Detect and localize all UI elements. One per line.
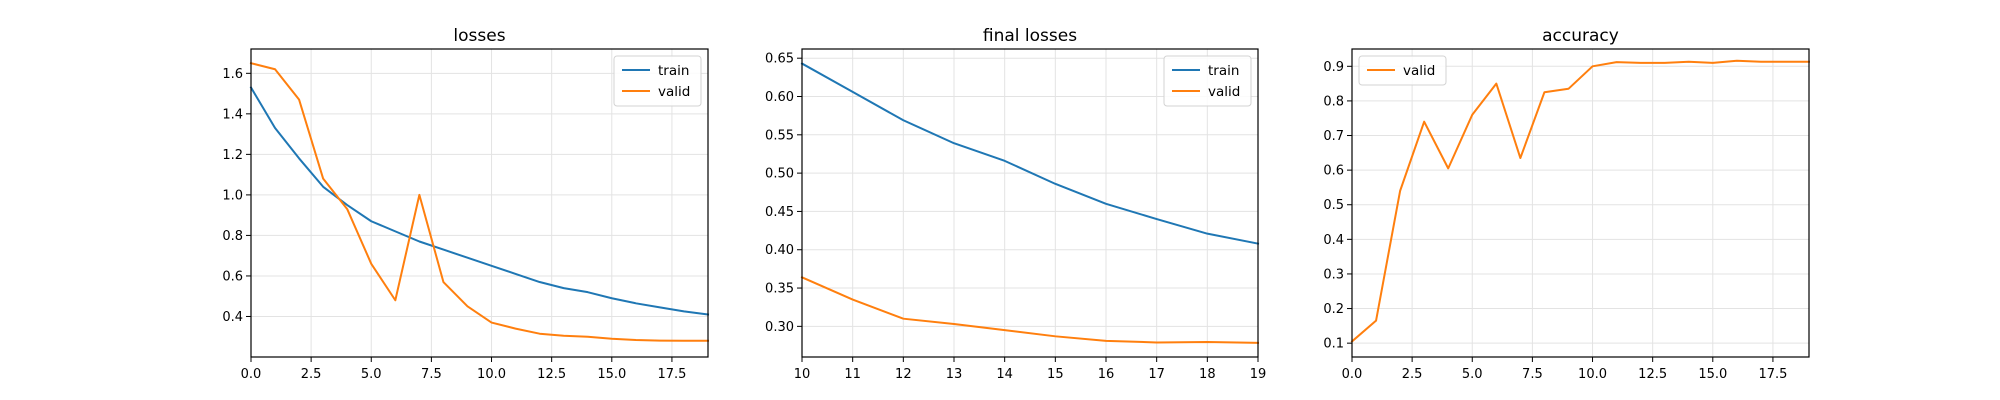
chart-panel-3: 0.0 2.5 5.0 7.5 10.0 12.5 15.0 17.5 0.1 0.2 0.3 0.4…	[1323, 26, 1810, 382]
legend-box	[1163, 55, 1252, 107]
y-tick-label: 1.0	[222, 188, 243, 203]
series-line-train	[800, 62, 1260, 245]
chart-title: final losses	[983, 26, 1077, 46]
series-line-train	[249, 86, 710, 316]
y-tick-label: 0.45	[765, 205, 794, 220]
x-tick-label: 2.5	[301, 367, 322, 382]
legend-label-valid: valid	[658, 84, 690, 100]
y-tick-label: 0.60	[765, 90, 794, 105]
legend-label-train: train	[658, 63, 689, 79]
chart-panel-2: 10 11 12 13 14 15 16 17 18 19 0.30 0.35 0.40 0.45 0.50…	[765, 26, 1266, 382]
x-tick-label: 17	[1148, 367, 1165, 382]
x-tick-label: 10.0	[1578, 367, 1607, 382]
chart-panel-1: 0.0 2.5 5.0 7.5 10.0 12.5 15.0 17.5 0.4 0.6 0.8 1.0…	[222, 26, 710, 382]
series-line-valid	[249, 61, 709, 342]
x-tick-label: 5.0	[1462, 367, 1483, 382]
series-line-valid	[800, 276, 1260, 344]
y-tick-label: 0.5	[1323, 198, 1344, 213]
axes-frame	[801, 48, 1259, 358]
y-tick-label: 0.8	[222, 229, 243, 244]
x-tick-label: 12.5	[1638, 367, 1667, 382]
x-tick-label: 15.0	[1698, 367, 1727, 382]
y-tick-label: 0.8	[1323, 94, 1344, 109]
y-tick-label: 0.55	[765, 128, 794, 143]
y-tick-label: 0.4	[222, 310, 243, 325]
x-tick-label: 12.5	[537, 367, 566, 382]
x-tick-label: 0.0	[241, 367, 262, 382]
axes-frame	[1351, 48, 1810, 358]
legend-box	[1358, 55, 1447, 86]
x-tick-label: 17.5	[657, 367, 686, 382]
x-tick-label: 2.5	[1402, 367, 1423, 382]
y-tick-label: 0.2	[1323, 302, 1344, 317]
y-tick-label: 0.4	[1323, 233, 1344, 248]
y-tick-label: 0.1	[1323, 337, 1344, 352]
x-tick-label: 10	[794, 367, 811, 382]
legend-label-valid: valid	[1208, 84, 1240, 100]
y-tick-label: 1.4	[222, 107, 243, 122]
x-tick-label: 19	[1250, 367, 1267, 382]
series-line-valid	[1350, 59, 1810, 343]
x-tick-label: 5.0	[361, 367, 382, 382]
x-tick-label: 15.0	[597, 367, 626, 382]
y-tick-label: 0.6	[222, 269, 243, 284]
axes-frame	[250, 48, 709, 358]
x-tick-label: 13	[946, 367, 963, 382]
x-tick-label: 16	[1098, 367, 1115, 382]
y-tick-label: 0.3	[1323, 267, 1344, 282]
legend-label-train: train	[1208, 63, 1239, 79]
x-tick-label: 18	[1199, 367, 1216, 382]
x-tick-label: 7.5	[1522, 367, 1543, 382]
y-tick-label: 1.2	[222, 148, 243, 163]
x-tick-label: 7.5	[421, 367, 442, 382]
y-tick-label: 0.65	[765, 52, 794, 67]
legend: valid	[1358, 55, 1447, 86]
y-tick-label: 0.7	[1323, 129, 1344, 144]
x-tick-label: 0.0	[1342, 367, 1363, 382]
x-tick-label: 17.5	[1758, 367, 1787, 382]
legend: train valid	[613, 55, 702, 107]
legend-label-valid: valid	[1403, 63, 1435, 79]
y-tick-label: 0.9	[1323, 60, 1344, 75]
y-tick-label: 0.6	[1323, 164, 1344, 179]
y-tick-label: 1.6	[222, 67, 243, 82]
x-tick-label: 12	[895, 367, 912, 382]
y-tick-label: 0.35	[765, 282, 794, 297]
legend-box	[613, 55, 702, 107]
x-tick-label: 15	[1047, 367, 1064, 382]
y-tick-label: 0.30	[765, 320, 794, 335]
chart-title: losses	[453, 26, 505, 46]
y-tick-label: 0.40	[765, 243, 794, 258]
x-tick-label: 14	[996, 367, 1013, 382]
y-tick-label: 0.50	[765, 167, 794, 182]
x-tick-label: 11	[844, 367, 861, 382]
x-tick-label: 10.0	[477, 367, 506, 382]
legend: train valid	[1163, 55, 1252, 107]
chart-title: accuracy	[1542, 26, 1619, 46]
